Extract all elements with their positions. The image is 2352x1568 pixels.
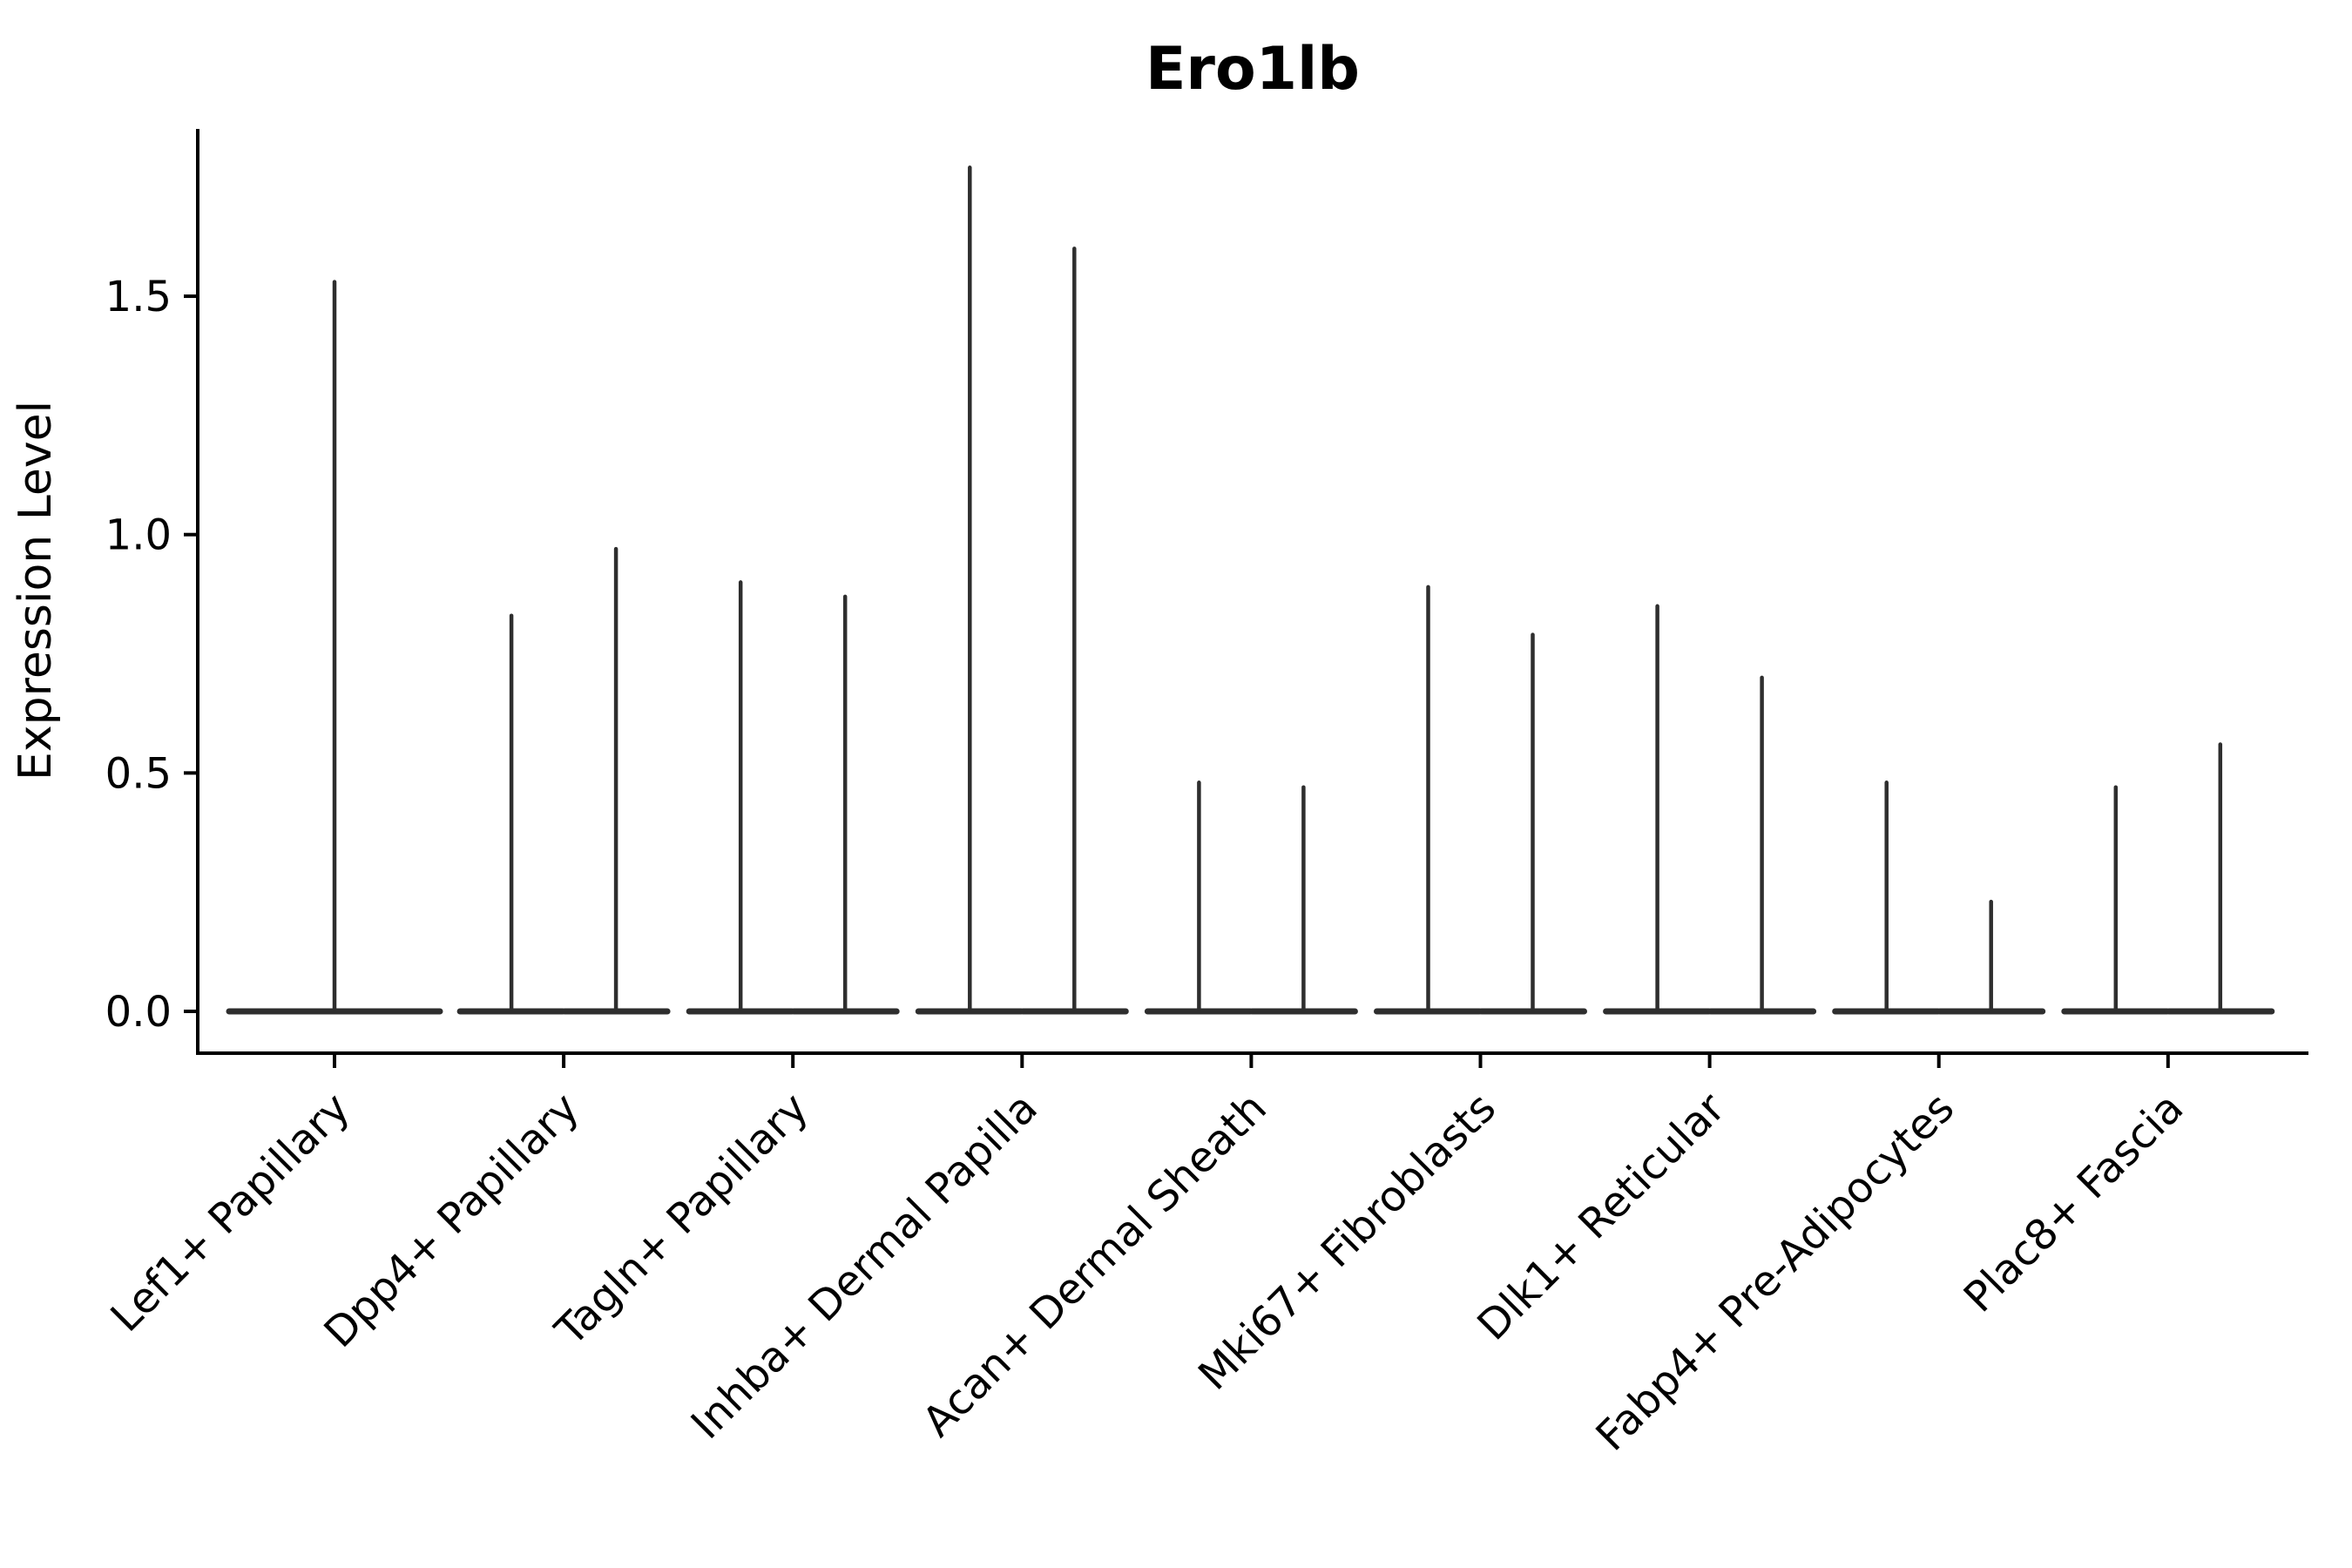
x-tick-label: Plac8+ Fascia [1955,1084,2193,1322]
chart-title: Ero1lb [1146,35,1360,104]
x-tick-label: Dpp4+ Papillary [315,1084,589,1357]
y-tick-label: 1.5 [105,273,172,321]
y-tick-label: 1.0 [105,511,172,560]
x-tick-label: Dlk1+ Reticular [1468,1084,1734,1350]
x-tick-label: Tagln+ Papillary [545,1084,817,1355]
y-tick-label: 0.0 [105,988,172,1037]
x-tick-label: Lef1+ Papillary [102,1084,360,1342]
y-tick-label: 0.5 [105,749,172,798]
y-axis-label: Expression Level [10,401,62,781]
